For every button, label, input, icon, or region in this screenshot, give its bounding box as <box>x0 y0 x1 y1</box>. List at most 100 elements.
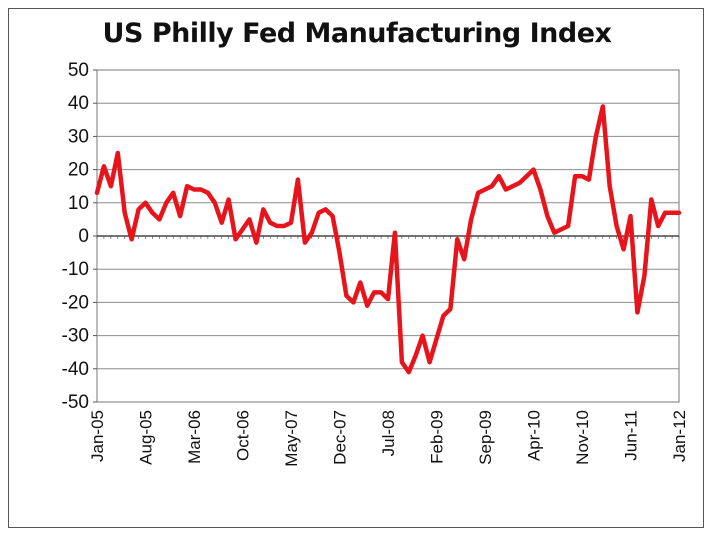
data-point <box>421 334 424 337</box>
data-point <box>525 175 528 178</box>
data-point <box>137 208 140 211</box>
x-tick-label: Mar-06 <box>185 410 204 464</box>
data-point <box>643 274 646 278</box>
data-point <box>95 191 99 195</box>
chart-title: US Philly Fed Manufacturing Index <box>102 18 612 49</box>
data-point <box>504 188 507 191</box>
x-tick-label: Jun-11 <box>622 410 641 461</box>
data-point <box>608 185 611 188</box>
data-point <box>518 181 521 185</box>
x-tick-label: Nov-10 <box>573 410 592 465</box>
data-point <box>227 198 230 201</box>
data-point <box>428 360 431 364</box>
data-point <box>359 281 362 284</box>
data-point <box>393 231 397 234</box>
data-point <box>622 248 625 251</box>
y-tick-label: 0 <box>78 226 89 247</box>
y-tick-label: 50 <box>68 60 89 81</box>
data-point <box>463 258 466 261</box>
y-tick-label: 20 <box>68 160 89 181</box>
data-point <box>269 221 272 224</box>
data-point <box>456 238 459 241</box>
data-point <box>255 241 258 244</box>
data-point <box>172 191 175 195</box>
data-point <box>206 191 210 195</box>
y-tick-label: -50 <box>62 392 89 413</box>
data-point <box>275 224 279 228</box>
data-point <box>511 185 514 188</box>
x-tick-label: Oct-06 <box>234 410 253 461</box>
data-point <box>650 198 653 201</box>
x-tick-label: Jan-05 <box>88 410 107 462</box>
data-point <box>407 370 410 374</box>
data-point <box>109 185 113 188</box>
data-point <box>546 214 549 218</box>
data-point <box>345 294 348 297</box>
data-point <box>483 188 487 191</box>
data-point <box>178 214 182 218</box>
x-tick-label: Sep-09 <box>476 410 495 465</box>
data-point <box>566 224 570 228</box>
data-point <box>469 218 473 221</box>
x-tick-label: Dec-07 <box>331 410 350 465</box>
data-point <box>629 214 632 218</box>
data-point <box>400 360 404 364</box>
data-point <box>560 228 563 231</box>
data-point <box>317 211 320 214</box>
data-point <box>338 251 341 254</box>
data-point <box>220 221 223 224</box>
data-point <box>352 301 355 304</box>
data-point <box>310 231 313 234</box>
data-point <box>442 314 445 317</box>
data-point <box>636 311 639 314</box>
data-point <box>490 185 494 188</box>
data-point <box>185 185 189 188</box>
data-point <box>573 175 577 178</box>
data-point <box>449 307 452 311</box>
data-point <box>670 211 674 214</box>
data-point <box>615 224 618 228</box>
data-point <box>386 297 390 301</box>
data-point <box>539 188 542 191</box>
data-point <box>303 241 307 244</box>
data-point <box>435 337 438 341</box>
data-point <box>262 208 265 211</box>
data-point <box>248 218 251 221</box>
data-point <box>414 354 417 357</box>
data-point <box>379 291 383 294</box>
y-tick-label: -10 <box>62 259 89 280</box>
x-tick-label: Apr-10 <box>525 410 544 461</box>
data-point <box>331 214 334 218</box>
data-point <box>192 188 196 191</box>
data-point <box>324 208 327 211</box>
y-tick-label: 10 <box>68 193 89 214</box>
data-point <box>165 201 168 204</box>
data-point <box>130 238 133 241</box>
x-tick-label: Feb-09 <box>428 410 447 464</box>
data-point <box>241 228 244 231</box>
data-point <box>116 151 119 155</box>
data-point <box>587 178 591 181</box>
data-point <box>151 211 154 214</box>
data-point <box>601 105 604 108</box>
data-point <box>657 224 660 228</box>
data-point <box>144 201 147 204</box>
data-point <box>476 191 480 195</box>
y-tick-label: -30 <box>62 326 89 347</box>
data-point <box>289 221 293 224</box>
data-point <box>102 165 106 168</box>
data-point <box>532 168 535 171</box>
x-tick-label: Jan-12 <box>670 410 689 462</box>
data-point <box>497 175 501 178</box>
x-tick-label: Aug-05 <box>137 410 156 465</box>
data-point <box>580 175 584 178</box>
x-tick-label: May-07 <box>282 410 301 467</box>
data-point <box>677 211 681 214</box>
data-point <box>366 304 369 307</box>
data-point <box>282 224 286 228</box>
data-point <box>296 178 300 181</box>
data-point <box>199 188 203 191</box>
data-point <box>158 218 161 221</box>
y-tick-label: 30 <box>68 126 89 147</box>
